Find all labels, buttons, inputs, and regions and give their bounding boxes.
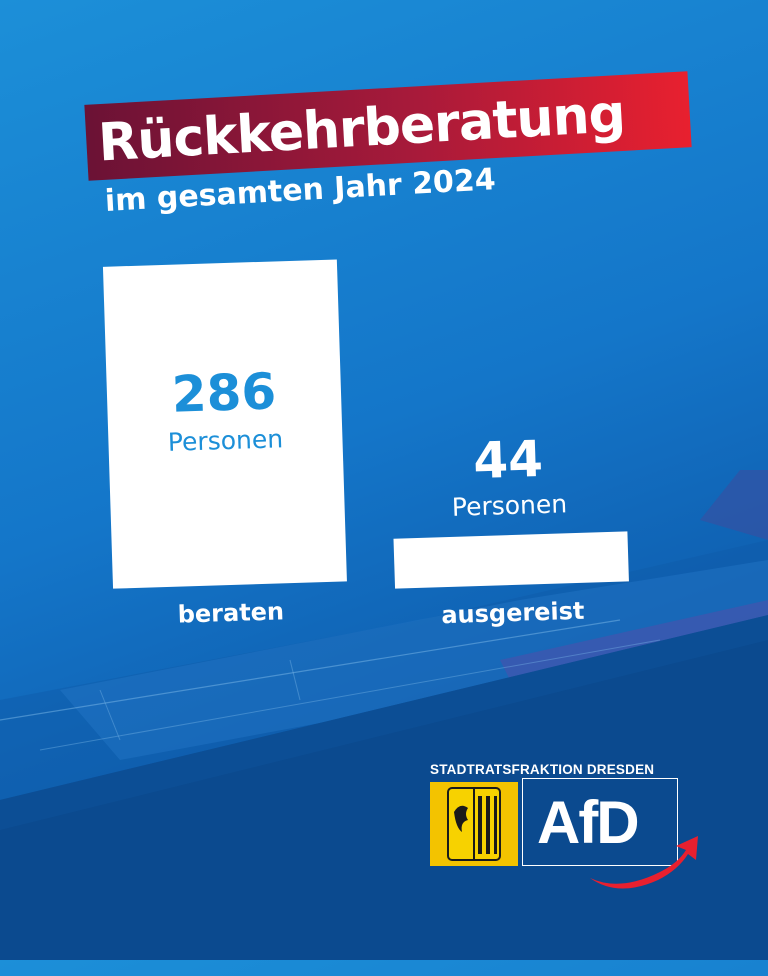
afd-swoosh-arrow-icon: [590, 836, 698, 889]
afd-logo-box: AfD: [522, 778, 678, 866]
bar-rect-ausgereist: [393, 531, 629, 589]
afd-dresden-logo: STADTRATSFRAKTION DRESDEN AfD: [430, 762, 702, 892]
logo-caption: STADTRATSFRAKTION DRESDEN: [430, 762, 655, 777]
dresden-coat-of-arms-icon: [430, 782, 518, 866]
category-label-ausgereist: ausgereist: [440, 596, 585, 630]
value-label-ausgereist: 44: [472, 429, 544, 491]
unit-label-ausgereist: Personen: [451, 489, 568, 522]
afd-logo-text: AfD: [537, 789, 640, 856]
